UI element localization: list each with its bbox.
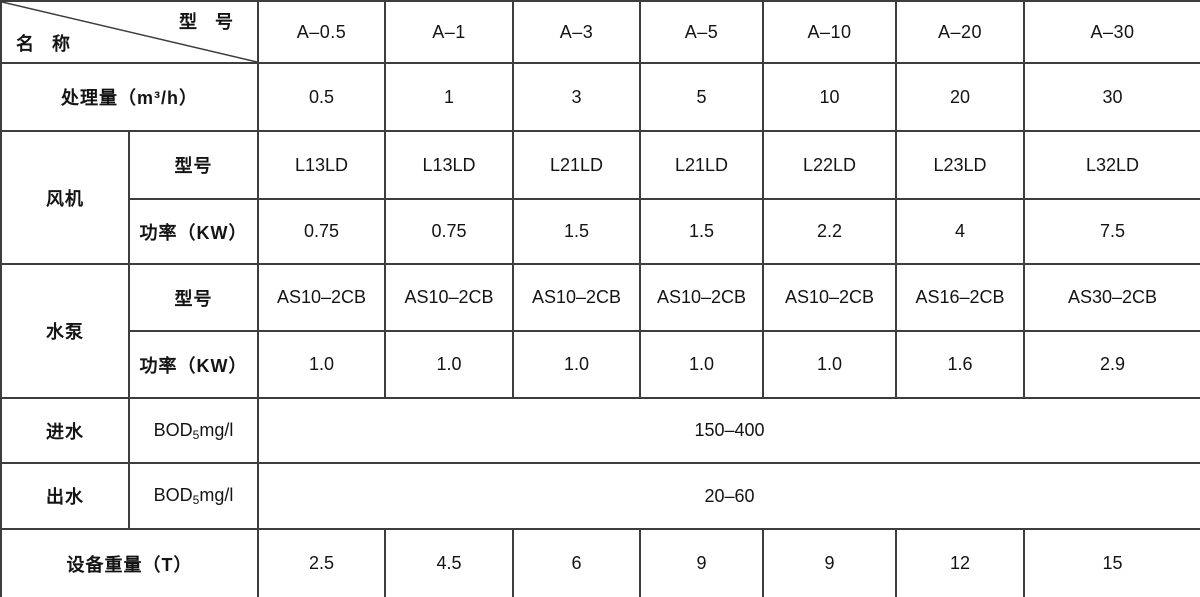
capacity-value: 5	[639, 62, 764, 132]
weight-value: 15	[1023, 528, 1200, 597]
model-header: A–3	[512, 0, 641, 64]
fan-power-value: 1.5	[512, 198, 641, 265]
weight-value: 9	[762, 528, 897, 597]
inlet-range-value: 150–400	[257, 397, 1200, 464]
model-header: A–1	[384, 0, 514, 64]
pump-power-value: 1.0	[512, 330, 641, 399]
pump-power-value: 1.0	[384, 330, 514, 399]
model-header: A–30	[1023, 0, 1200, 64]
fan-model-value: L32LD	[1023, 130, 1200, 200]
diagonal-line	[2, 2, 257, 62]
outlet-row: 出水 BOD5mg/l 20–60	[0, 462, 1200, 530]
pump-group-label: 水泵	[0, 263, 130, 399]
pump-model-value: AS10–2CB	[639, 263, 764, 332]
corner-label-model: 型 号	[179, 12, 233, 32]
bod-text: BOD	[153, 419, 193, 440]
weight-value: 4.5	[384, 528, 514, 597]
inlet-param-label: BOD5mg/l	[128, 397, 259, 464]
fan-model-value: L21LD	[512, 130, 641, 200]
bod-subscript: 5	[192, 427, 200, 442]
fan-power-value: 7.5	[1023, 198, 1200, 265]
fan-model-value: L13LD	[384, 130, 514, 200]
pump-model-value: AS10–2CB	[384, 263, 514, 332]
pump-model-value: AS10–2CB	[257, 263, 386, 332]
weight-label: 设备重量（T）	[0, 528, 259, 597]
inlet-row: 进水 BOD5mg/l 150–400	[0, 397, 1200, 464]
pump-power-label: 功率（KW）	[128, 330, 259, 399]
fan-model-row: 风机 型号 L13LD L13LD L21LD L21LD L22LD L23L…	[0, 130, 1200, 265]
model-header: A–10	[762, 0, 897, 64]
diagonal-corner-cell: 型 号 名 称	[0, 0, 259, 64]
fan-power-row: 功率（KW） 0.75 0.75 1.5 1.5 2.2 4 7.5	[1, 198, 1200, 265]
bod-unit: mg/l	[199, 485, 234, 505]
weight-value: 12	[895, 528, 1025, 597]
capacity-value: 0.5	[257, 62, 386, 132]
model-header: A–20	[895, 0, 1025, 64]
bod-text: BOD	[153, 485, 193, 505]
pump-model-row: 水泵 型号 AS10–2CB AS10–2CB AS10–2CB AS10–2C…	[0, 263, 1200, 399]
pump-model-value: AS10–2CB	[512, 263, 641, 332]
pump-model-value: AS10–2CB	[762, 263, 897, 332]
fan-model-label: 型号	[128, 130, 259, 200]
pump-model-value: AS16–2CB	[895, 263, 1025, 332]
fan-power-label: 功率（KW）	[128, 198, 259, 265]
bod-unit: mg/l	[199, 419, 234, 440]
fan-power-value: 4	[895, 198, 1025, 265]
fan-power-value: 0.75	[257, 198, 386, 265]
fan-model-value: L21LD	[639, 130, 764, 200]
capacity-value: 1	[384, 62, 514, 132]
fan-power-value: 0.75	[384, 198, 514, 265]
capacity-row: 处理量（m³/h） 0.5 1 3 5 10 20 30	[0, 62, 1200, 132]
capacity-value: 10	[762, 62, 897, 132]
pump-power-value: 1.0	[257, 330, 386, 399]
weight-value: 9	[639, 528, 764, 597]
fan-model-value: L22LD	[762, 130, 897, 200]
model-header: A–5	[639, 0, 764, 64]
pump-power-row: 功率（KW） 1.0 1.0 1.0 1.0 1.0 1.6 2.9	[1, 330, 1200, 399]
weight-value: 6	[512, 528, 641, 597]
corner-label-name: 名 称	[16, 34, 70, 54]
fan-group-label: 风机	[0, 130, 130, 265]
pump-model-label: 型号	[128, 263, 259, 332]
pump-model-value: AS30–2CB	[1023, 263, 1200, 332]
model-header: A–0.5	[257, 0, 386, 64]
capacity-value: 20	[895, 62, 1025, 132]
pump-power-value: 1.0	[639, 330, 764, 399]
weight-value: 2.5	[257, 528, 386, 597]
fan-power-value: 2.2	[762, 198, 897, 265]
pump-power-value: 1.6	[895, 330, 1025, 399]
fan-model-value: L23LD	[895, 130, 1025, 200]
pump-power-value: 2.9	[1023, 330, 1200, 399]
fan-model-value: L13LD	[257, 130, 386, 200]
outlet-param-label: BOD5mg/l	[128, 462, 259, 530]
capacity-value: 3	[512, 62, 641, 132]
capacity-value: 30	[1023, 62, 1200, 132]
outlet-label: 出水	[0, 462, 130, 530]
fan-power-value: 1.5	[639, 198, 764, 265]
weight-row: 设备重量（T） 2.5 4.5 6 9 9 12 15	[0, 528, 1200, 597]
header-row: 型 号 名 称 A–0.5 A–1 A–3 A–5 A–10 A–20 A–30	[0, 0, 1200, 64]
pump-power-value: 1.0	[762, 330, 897, 399]
inlet-label: 进水	[0, 397, 130, 464]
bod-subscript: 5	[192, 493, 200, 507]
capacity-label: 处理量（m³/h）	[0, 62, 259, 132]
outlet-range-value: 20–60	[257, 462, 1200, 530]
